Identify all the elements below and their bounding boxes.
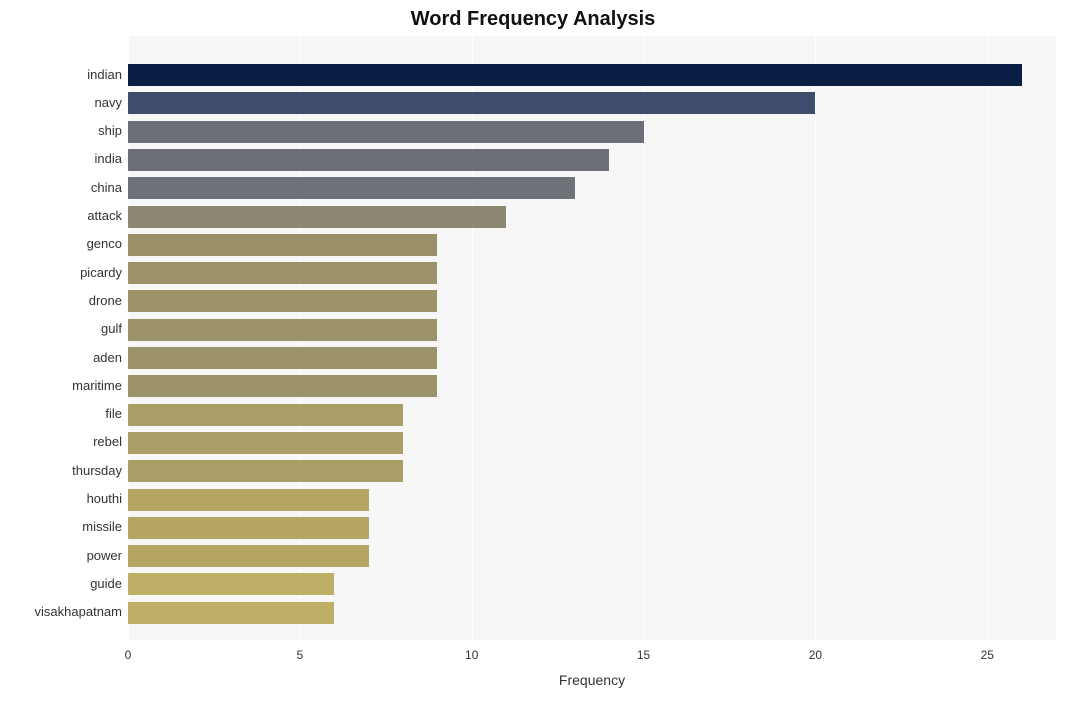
y-tick-label: india: [95, 151, 122, 166]
bar: [128, 602, 334, 624]
y-tick-label: gulf: [101, 321, 122, 336]
chart-title: Word Frequency Analysis: [0, 8, 1066, 31]
y-tick-label: power: [87, 548, 122, 563]
gridline: [987, 36, 988, 640]
bar: [128, 149, 609, 171]
bar: [128, 121, 644, 143]
x-tick-label: 10: [465, 648, 478, 662]
y-tick-label: aden: [93, 350, 122, 365]
bar: [128, 432, 403, 454]
bar: [128, 92, 815, 114]
bar: [128, 206, 506, 228]
y-tick-label: picardy: [80, 265, 122, 280]
y-tick-label: houthi: [87, 491, 122, 506]
bar: [128, 404, 403, 426]
bar: [128, 177, 575, 199]
y-tick-label: visakhapatnam: [35, 604, 122, 619]
word-frequency-chart: Word Frequency Analysis Frequency 0 5 10 15…: [0, 0, 1066, 701]
bar: [128, 375, 437, 397]
y-tick-label: attack: [87, 208, 122, 223]
bar: [128, 460, 403, 482]
y-tick-label: navy: [95, 95, 122, 110]
gridline: [815, 36, 816, 640]
gridline: [644, 36, 645, 640]
bar: [128, 290, 437, 312]
x-tick-label: 20: [809, 648, 822, 662]
bar: [128, 573, 334, 595]
bar: [128, 347, 437, 369]
x-axis-label: Frequency: [559, 672, 625, 688]
y-tick-label: file: [105, 406, 122, 421]
y-tick-label: ship: [98, 123, 122, 138]
y-tick-label: indian: [87, 67, 122, 82]
x-tick-label: 5: [297, 648, 304, 662]
x-tick-label: 0: [125, 648, 132, 662]
x-tick-label: 15: [637, 648, 650, 662]
y-tick-label: china: [91, 180, 122, 195]
bar: [128, 234, 437, 256]
x-tick-label: 25: [981, 648, 994, 662]
y-tick-label: guide: [90, 576, 122, 591]
bar: [128, 517, 369, 539]
y-tick-label: thursday: [72, 463, 122, 478]
y-tick-label: missile: [82, 519, 122, 534]
y-tick-label: drone: [89, 293, 122, 308]
bar: [128, 545, 369, 567]
bar: [128, 489, 369, 511]
bar: [128, 319, 437, 341]
bar: [128, 64, 1022, 86]
bar: [128, 262, 437, 284]
y-tick-label: genco: [87, 236, 122, 251]
y-tick-label: rebel: [93, 434, 122, 449]
y-tick-label: maritime: [72, 378, 122, 393]
